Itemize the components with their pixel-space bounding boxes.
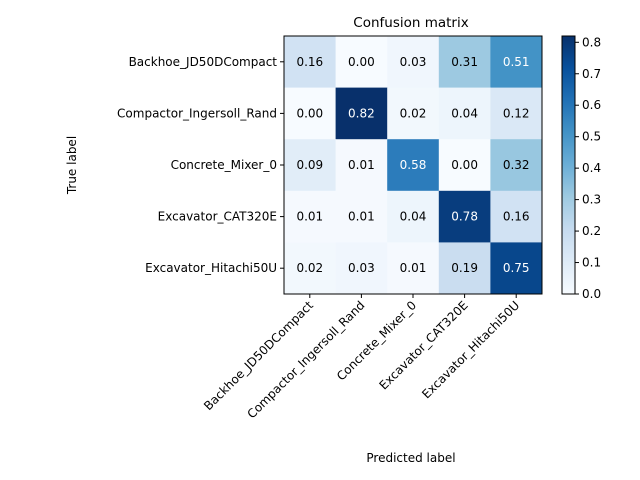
y-tick-label: Backhoe_JD50DCompact bbox=[129, 55, 278, 69]
colorbar-tick-label: 0.5 bbox=[582, 130, 601, 144]
heatmap-cell bbox=[438, 87, 491, 140]
cell-value-label: 0.82 bbox=[348, 106, 375, 120]
x-tick-label: Backhoe_JD50DCompact bbox=[201, 298, 316, 413]
colorbar-tick-label: 0.7 bbox=[582, 67, 601, 81]
cell-value-label: 0.00 bbox=[348, 55, 375, 69]
heatmap-cell bbox=[284, 87, 337, 140]
heatmap-cell-labels: 0.16 0.00 0.03 0.31 0.51 0.00 0.82 0.02 0.04 0.12… bbox=[296, 55, 529, 275]
heatmap-cell bbox=[335, 242, 388, 295]
colorbar-tick-label: 0.2 bbox=[582, 224, 601, 238]
cell-value-label: 0.01 bbox=[348, 210, 375, 224]
y-tick-label: Excavator_Hitachi50U bbox=[145, 261, 277, 275]
cell-value-label: 0.04 bbox=[400, 210, 427, 224]
heatmap-cell bbox=[335, 87, 388, 140]
cell-value-label: 0.12 bbox=[503, 106, 530, 120]
heatmap-cell bbox=[490, 190, 543, 243]
heatmap-cell bbox=[490, 139, 543, 192]
heatmap-cell bbox=[438, 242, 491, 295]
heatmap-cell bbox=[335, 36, 388, 89]
cell-value-label: 0.78 bbox=[451, 210, 478, 224]
heatmap-cell bbox=[284, 242, 337, 295]
cell-value-label: 0.75 bbox=[503, 261, 530, 275]
x-axis-label: Predicted label bbox=[366, 451, 455, 465]
heatmap-cell bbox=[387, 242, 440, 295]
cell-value-label: 0.02 bbox=[400, 106, 427, 120]
cell-value-label: 0.01 bbox=[348, 158, 375, 172]
heatmap-cell bbox=[438, 36, 491, 89]
heatmap-cell bbox=[284, 139, 337, 192]
cell-value-label: 0.01 bbox=[296, 210, 323, 224]
colorbar-tick-label: 0.3 bbox=[582, 193, 601, 207]
heatmap-cell bbox=[438, 139, 491, 192]
cell-value-label: 0.04 bbox=[451, 106, 478, 120]
colorbar-ticks: 0.0 0.1 0.2 0.3 0.4 0.5 0.6 0.7 0.8 bbox=[575, 35, 601, 301]
heatmap-cell bbox=[284, 36, 337, 89]
y-axis-label: True label bbox=[65, 136, 79, 195]
cell-value-label: 0.09 bbox=[296, 158, 323, 172]
colorbar-tick-label: 0.8 bbox=[582, 35, 601, 49]
y-tick-label: Excavator_CAT320E bbox=[158, 210, 277, 224]
cell-value-label: 0.32 bbox=[503, 158, 530, 172]
y-tick-label: Concrete_Mixer_0 bbox=[171, 158, 277, 172]
heatmap-cell bbox=[490, 87, 543, 140]
heatmap-cell bbox=[335, 139, 388, 192]
cell-value-label: 0.02 bbox=[296, 261, 323, 275]
colorbar bbox=[561, 35, 576, 295]
heatmap-cell bbox=[387, 36, 440, 89]
cell-value-label: 0.16 bbox=[503, 210, 530, 224]
heatmap-cell bbox=[438, 190, 491, 243]
cell-value-label: 0.19 bbox=[451, 261, 478, 275]
x-tick-label: Excavator_CAT320E bbox=[376, 298, 470, 392]
heatmap-cell bbox=[387, 190, 440, 243]
y-axis-ticks: Backhoe_JD50DCompact Compactor_Ingersoll_… bbox=[117, 55, 284, 275]
heatmap-cell bbox=[387, 87, 440, 140]
cell-value-label: 0.51 bbox=[503, 55, 530, 69]
cell-value-label: 0.03 bbox=[348, 261, 375, 275]
cell-value-label: 0.16 bbox=[296, 55, 323, 69]
colorbar-tick-label: 0.4 bbox=[582, 161, 601, 175]
heatmap-cell bbox=[284, 190, 337, 243]
cell-value-label: 0.31 bbox=[451, 55, 478, 69]
cell-value-label: 0.00 bbox=[451, 158, 478, 172]
heatmap-cell bbox=[335, 190, 388, 243]
chart-title: Confusion matrix bbox=[353, 15, 468, 31]
x-axis-ticks: Backhoe_JD50DCompactCompactor_Ingersoll_… bbox=[201, 294, 522, 421]
heatmap-cells bbox=[284, 36, 543, 295]
y-tick-label: Compactor_Ingersoll_Rand bbox=[117, 106, 277, 120]
heatmap-cell bbox=[490, 242, 543, 295]
colorbar-tick-label: 0.1 bbox=[582, 256, 601, 270]
colorbar-tick-label: 0.6 bbox=[582, 98, 601, 112]
x-tick-label: Excavator_Hitachi50U bbox=[419, 298, 522, 401]
cell-value-label: 0.00 bbox=[296, 106, 323, 120]
cell-value-label: 0.58 bbox=[400, 158, 427, 172]
heatmap-cell bbox=[387, 139, 440, 192]
heatmap-cell bbox=[490, 36, 543, 89]
cell-value-label: 0.01 bbox=[400, 261, 427, 275]
colorbar-tick-label: 0.0 bbox=[582, 287, 601, 301]
cell-value-label: 0.03 bbox=[400, 55, 427, 69]
